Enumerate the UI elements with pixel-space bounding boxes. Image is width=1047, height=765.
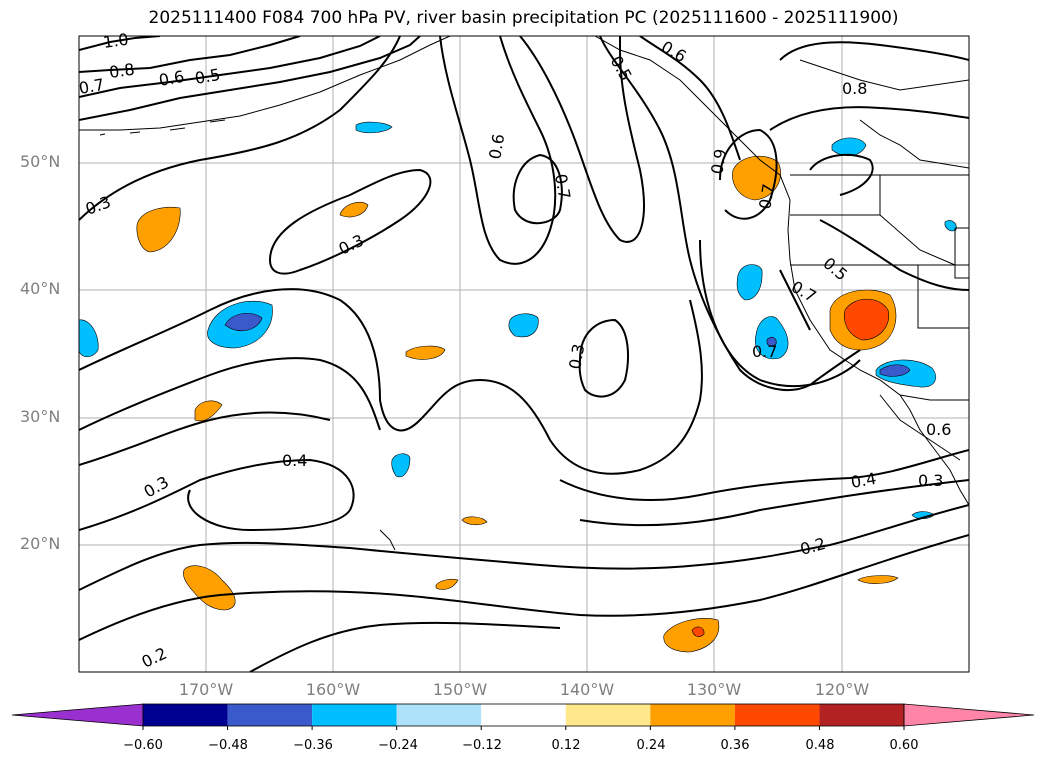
colorbar-tick-label: −0.24 xyxy=(378,738,418,753)
contour-label: 0.6 xyxy=(485,132,508,160)
colorbar-tick-label: 0.12 xyxy=(551,738,581,753)
colorbar-segment xyxy=(312,704,397,726)
contour-label: 1.0 xyxy=(102,30,130,52)
lat-label-50n: 50°N xyxy=(20,152,61,171)
precip-patches xyxy=(79,121,957,653)
pv-contours xyxy=(79,36,969,672)
colorbar-tick-label: −0.36 xyxy=(293,738,333,753)
contour-label: 0.6 xyxy=(157,67,185,90)
contour-label: 0.7 xyxy=(755,182,778,210)
contour-label: 0.9 xyxy=(707,147,730,175)
colorbar-tick-label: 0.36 xyxy=(720,738,750,753)
lon-label-120w: 120°W xyxy=(814,680,870,699)
colorbar-segment xyxy=(819,704,904,726)
colorbar-segment xyxy=(734,704,820,726)
map-frame xyxy=(78,35,970,673)
colorbar-tick-label: −0.12 xyxy=(462,738,502,753)
colorbar-tick-label: 0.60 xyxy=(889,738,919,753)
contour-label: 0.8 xyxy=(108,60,136,82)
colorbar-segment xyxy=(227,704,313,726)
lat-label-30n: 30°N xyxy=(20,407,61,426)
colorbar-tick-label: −0.48 xyxy=(208,738,248,753)
colorbar-tick-label: 0.48 xyxy=(805,738,835,753)
lat-label-20n: 20°N xyxy=(20,534,61,553)
colorbar-segment xyxy=(565,704,651,726)
contour-label: 0.4 xyxy=(849,469,877,492)
contour-label: 0.7 xyxy=(752,342,777,361)
lon-label-130w: 130°W xyxy=(686,680,742,699)
contour-label: 0.5 xyxy=(193,65,221,88)
colorbar-segment xyxy=(481,704,566,726)
colorbar-extend-low xyxy=(11,703,144,727)
contour-label: 0.3 xyxy=(918,471,943,490)
lat-label-40n: 40°N xyxy=(20,279,61,298)
contour-label: 0.6 xyxy=(926,420,951,439)
colorbar-border xyxy=(142,703,905,727)
colorbar-segment xyxy=(396,704,482,726)
colorbar-segment xyxy=(650,704,735,726)
contour-label: 0.7 xyxy=(551,172,574,200)
contour-label: 0.4 xyxy=(282,451,307,470)
colorbar-segment xyxy=(143,704,228,726)
contour-label: 0.7 xyxy=(77,75,105,98)
lon-label-140w: 140°W xyxy=(559,680,615,699)
lon-label-160w: 160°W xyxy=(305,680,361,699)
colorbar xyxy=(11,703,1035,730)
map-title: 2025111400 F084 700 hPa PV, river basin … xyxy=(148,8,899,28)
colorbar-tick-label: −0.60 xyxy=(123,738,163,753)
colorbar-tick-label: 0.24 xyxy=(636,738,666,753)
contour-label: 0.3 xyxy=(565,342,588,370)
lon-label-150w: 150°W xyxy=(432,680,488,699)
lon-label-170w: 170°W xyxy=(178,680,234,699)
coastlines xyxy=(79,36,969,551)
colorbar-extend-high xyxy=(903,703,1035,727)
contour-label: 0.8 xyxy=(842,79,867,98)
map-background xyxy=(79,36,969,672)
